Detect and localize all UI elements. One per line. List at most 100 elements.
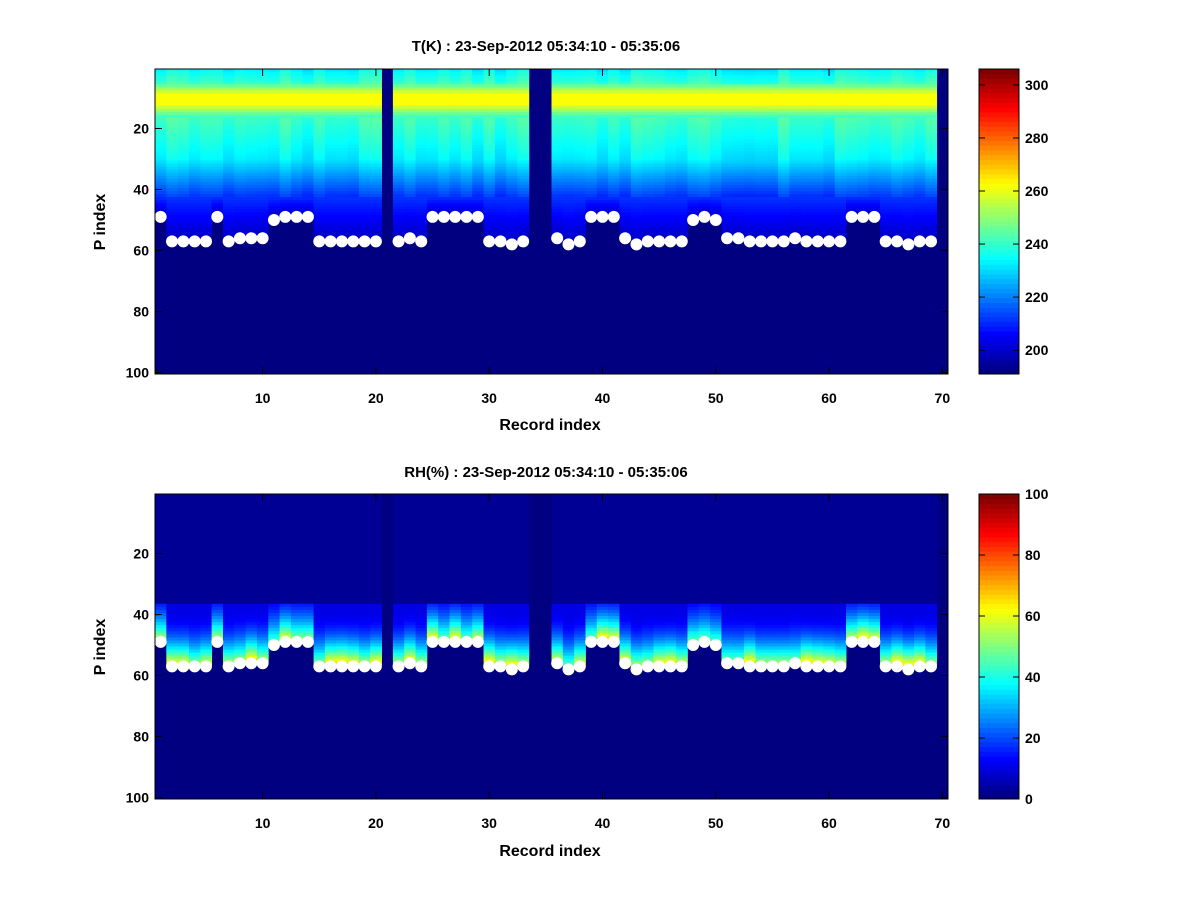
heatmap-cell (279, 87, 292, 91)
heatmap-cell (630, 206, 643, 210)
heatmap-cell (347, 576, 360, 580)
heatmap-cell (438, 169, 450, 174)
heatmap-cell (506, 130, 518, 134)
surface-marker (902, 238, 915, 251)
heatmap-cell (392, 120, 405, 125)
heatmap-cell (426, 539, 439, 544)
heatmap-cell (392, 600, 405, 605)
heatmap-cell (494, 227, 507, 232)
heatmap-cell (347, 606, 360, 611)
heatmap-cell (347, 564, 360, 568)
heatmap-cell (755, 184, 768, 189)
heatmap-cell (256, 96, 269, 100)
heatmap-cell (925, 72, 938, 76)
heatmap-cell (404, 157, 416, 161)
heatmap-cell (472, 108, 484, 113)
heatmap-cell (517, 172, 530, 177)
heatmap-cell (211, 117, 224, 122)
heatmap-cell (914, 142, 926, 146)
heatmap-cell (166, 585, 179, 589)
heatmap-cell (766, 117, 779, 122)
heatmap-cell (302, 87, 314, 91)
heatmap-cell (596, 78, 609, 82)
heatmap-cell (336, 93, 348, 97)
heatmap-cell (336, 224, 348, 228)
heatmap-cell (562, 194, 575, 198)
heatmap-cell (290, 533, 303, 538)
heatmap-cell (188, 494, 201, 498)
heatmap-cell (902, 187, 915, 192)
heatmap-cell (177, 570, 190, 574)
heatmap-cell (834, 133, 847, 137)
heatmap-cell (778, 117, 790, 122)
heatmap-cell (358, 515, 371, 519)
heatmap-cell (426, 194, 439, 198)
heatmap-cell (426, 509, 439, 513)
heatmap-cell (302, 93, 314, 97)
heatmap-cell (392, 151, 405, 155)
heatmap-cell (392, 178, 405, 183)
heatmap-cell (415, 494, 428, 498)
heatmap-cell (823, 102, 836, 106)
heatmap-cell (732, 178, 745, 183)
heatmap-cell (823, 123, 836, 128)
heatmap-cell (347, 218, 360, 222)
heatmap-cell (642, 117, 654, 122)
heatmap-cell (313, 494, 326, 498)
heatmap-cell (222, 81, 235, 85)
surface-marker (891, 235, 904, 248)
heatmap-cell (234, 224, 247, 228)
heatmap-cell (902, 78, 915, 82)
heatmap-cell (404, 105, 416, 110)
heatmap-cell (358, 178, 371, 183)
heatmap-cell (245, 154, 258, 158)
heatmap-cell (245, 130, 258, 134)
heatmap-cell (914, 169, 926, 174)
heatmap-cell (789, 126, 802, 131)
heatmap-cell (585, 139, 598, 143)
heatmap-cell (902, 194, 915, 198)
heatmap-cell (438, 154, 450, 158)
heatmap-cell (302, 545, 314, 550)
heatmap-cell (891, 175, 904, 180)
heatmap-cell (834, 227, 847, 232)
heatmap-cell (188, 600, 201, 605)
heatmap-cell (188, 497, 201, 501)
heatmap-cell (358, 157, 371, 161)
heatmap-cell (302, 75, 314, 79)
heatmap-cell (256, 527, 269, 531)
heatmap-cell (472, 139, 484, 143)
heatmap-cell (166, 108, 179, 113)
heatmap-cell (245, 652, 258, 657)
heatmap-cell (449, 72, 462, 76)
heatmap-cell (562, 230, 575, 235)
heatmap-cell (812, 151, 824, 155)
heatmap-cell (562, 105, 575, 110)
heatmap-cell (642, 218, 654, 222)
heatmap-cell (494, 221, 507, 225)
heatmap-cell (619, 163, 632, 167)
heatmap-cell (732, 212, 745, 216)
heatmap-cell (268, 160, 281, 164)
heatmap-cell (245, 506, 258, 510)
heatmap-cell (721, 111, 734, 116)
heatmap-cell (744, 169, 756, 174)
heatmap-cell (664, 126, 677, 131)
heatmap-cell (336, 175, 348, 180)
heatmap-cell (302, 500, 314, 504)
heatmap-cell (415, 646, 428, 650)
heatmap-cell (812, 148, 824, 152)
surface-marker (199, 235, 212, 248)
heatmap-cell (279, 120, 292, 125)
heatmap-cell (766, 178, 779, 183)
heatmap-cell (744, 148, 756, 152)
heatmap-cell (562, 93, 575, 97)
heatmap-cell (370, 570, 382, 574)
heatmap-cell (925, 105, 938, 110)
heatmap-cell (687, 90, 700, 94)
colorbar-segment (979, 231, 1019, 237)
heatmap-cell (404, 518, 416, 522)
heatmap-cell (155, 172, 167, 177)
heatmap-cell (211, 500, 224, 504)
colorbar-segment (979, 111, 1019, 118)
